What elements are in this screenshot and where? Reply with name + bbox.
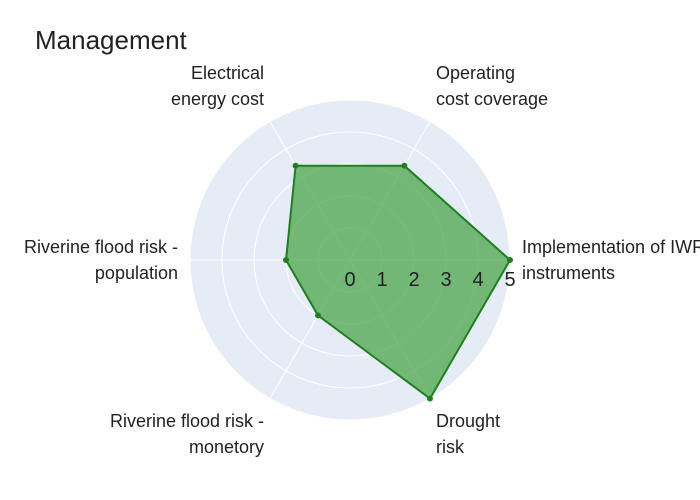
axis-label-line: population: [95, 263, 178, 283]
data-point: [292, 162, 299, 169]
data-point: [315, 312, 321, 319]
chart-title: Management: [35, 25, 188, 55]
axis-label-line: Riverine flood risk -: [24, 237, 178, 257]
axis-label: Electrical energy cost: [171, 63, 264, 109]
axis-label-line: Implementation of IWRM: [522, 237, 700, 257]
axis-label: Riverine flood risk - population: [24, 237, 178, 283]
axis-label-line: risk: [436, 437, 465, 457]
axis-label: Implementation of IWRM instruments: [522, 237, 700, 283]
axis-label-line: Electrical: [191, 63, 264, 83]
radial-tick-label: 3: [440, 269, 451, 291]
radial-tick-label: 0: [344, 269, 355, 291]
axis-label-line: Operating: [436, 63, 515, 83]
data-point: [401, 162, 408, 169]
radial-tick-label: 4: [472, 269, 483, 291]
axis-label-line: Drought: [436, 411, 500, 431]
axis-label-line: energy cost: [171, 89, 264, 109]
axis-label-line: monetory: [189, 437, 264, 457]
data-point: [507, 257, 513, 263]
axis-label: Operating cost coverage: [436, 63, 548, 109]
axis-label-line: cost coverage: [436, 89, 548, 109]
radial-tick-label: 1: [376, 269, 387, 291]
radial-tick-label: 5: [504, 269, 515, 291]
axis-label-line: Riverine flood risk -: [110, 411, 264, 431]
data-series: [283, 162, 513, 402]
radial-tick-label: 2: [408, 269, 419, 291]
data-point: [427, 395, 433, 402]
axis-label-line: instruments: [522, 263, 615, 283]
axis-labels: Implementation of IWRM instruments Operati…: [24, 63, 700, 457]
axis-label: Riverine flood risk - monetory: [110, 411, 264, 457]
axis-label: Drought risk: [436, 411, 500, 457]
data-point: [283, 257, 289, 263]
